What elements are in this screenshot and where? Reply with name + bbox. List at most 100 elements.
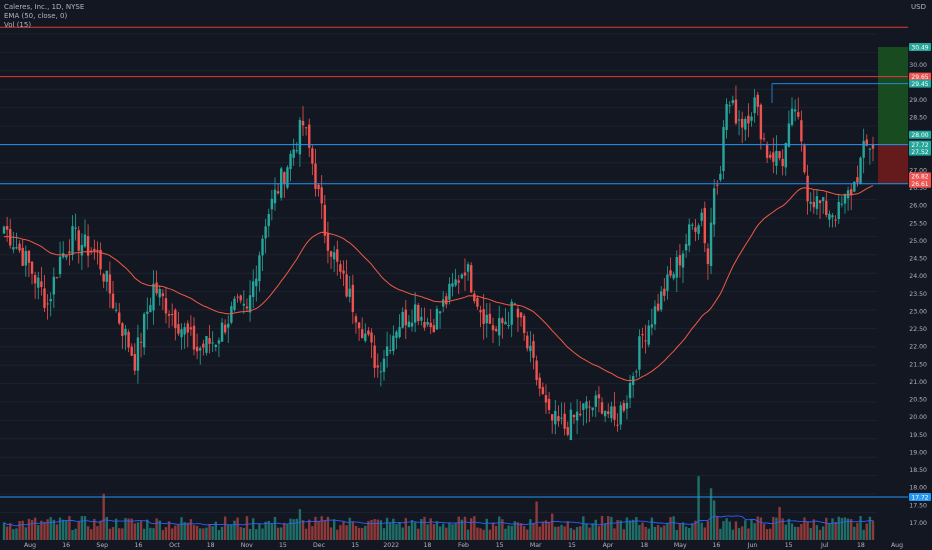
symbol-label[interactable]: Caleres, Inc., 1D, NYSE: [4, 3, 85, 11]
candle-body: [529, 345, 532, 352]
volume-bar: [149, 527, 152, 540]
volume-bar: [588, 527, 591, 540]
candle-body: [367, 330, 370, 335]
volume-bar: [607, 516, 610, 540]
volume-bar: [797, 526, 800, 540]
volume-bar: [504, 528, 507, 540]
volume-bar: [108, 528, 112, 540]
candle-body: [370, 332, 373, 343]
volume-bar: [747, 528, 750, 540]
price-tick-label: 20.50: [909, 397, 927, 404]
volume-bar: [688, 527, 691, 540]
candle-body: [666, 274, 669, 291]
volume-bar: [93, 518, 96, 540]
volume-bar: [429, 518, 432, 540]
volume-bar: [83, 516, 87, 540]
volume-bar: [865, 523, 868, 540]
volume-bar: [242, 528, 246, 540]
volume-bar: [65, 520, 68, 540]
candle-body: [261, 238, 264, 256]
target-zone: [878, 47, 908, 145]
candle-body: [579, 413, 582, 416]
candle-body: [594, 395, 597, 407]
candle-body: [538, 377, 541, 389]
volume-bar: [80, 516, 84, 540]
volume-bar: [675, 529, 678, 540]
candle-body: [719, 173, 722, 181]
candle-body: [273, 189, 277, 204]
candle-body: [323, 204, 327, 236]
time-tick-label: Feb: [458, 542, 469, 549]
candle-body: [466, 264, 470, 272]
volume-bar: [784, 524, 787, 540]
volume-bar: [283, 522, 286, 540]
price-label-box: [909, 179, 931, 188]
volume-bar: [775, 517, 778, 540]
price-tick-label: 29.00: [909, 97, 927, 104]
candle-body: [656, 303, 660, 311]
volume-bar: [326, 516, 330, 540]
price-label-box: [909, 147, 931, 156]
volume-bar: [211, 526, 214, 540]
volume-bar: [438, 526, 442, 540]
volume-bar: [5, 526, 9, 540]
candle-body: [600, 402, 604, 414]
price-label-text: 30.49: [911, 44, 928, 51]
volume-bar: [716, 516, 719, 540]
volume-bar: [712, 500, 716, 540]
volume-bar: [367, 520, 370, 540]
volume-bar: [488, 529, 492, 540]
volume-bar: [342, 521, 345, 540]
candle-body: [93, 248, 96, 252]
candle-body: [280, 168, 283, 198]
volume-bar: [280, 527, 283, 540]
time-tick-label: Jun: [747, 542, 758, 549]
candle-body: [762, 138, 766, 140]
candle-body: [684, 243, 688, 251]
candle-body: [681, 253, 685, 268]
volume-bar: [317, 520, 320, 540]
volume-bar: [560, 524, 563, 540]
volume-bar: [323, 520, 327, 540]
candle-body: [815, 196, 819, 209]
candle-body: [401, 312, 404, 328]
candle-body: [245, 306, 249, 309]
volume-bar: [167, 521, 171, 540]
candle-body: [177, 324, 180, 334]
candle-body: [420, 316, 423, 321]
candle-body: [326, 233, 330, 251]
candle-body: [286, 167, 289, 188]
volume-indicator-label[interactable]: Vol (15): [4, 21, 32, 29]
candle-body: [174, 309, 177, 329]
candle-body: [544, 395, 548, 403]
candle-body: [550, 414, 554, 421]
candle-body: [871, 144, 875, 149]
candle-body: [195, 346, 199, 352]
candle-body: [121, 323, 124, 336]
candle-body: [607, 411, 610, 414]
volume-bar: [828, 523, 831, 540]
candle-body: [364, 333, 367, 341]
candle-body: [479, 310, 482, 313]
volume-bar: [470, 518, 473, 540]
candle-body: [133, 354, 137, 371]
candle-body: [230, 306, 233, 323]
volume-bar: [594, 519, 597, 540]
candle-body: [248, 295, 252, 313]
volume-bar: [146, 519, 149, 540]
candle-body: [18, 243, 21, 251]
volume-bar: [74, 528, 77, 540]
candle-body: [167, 314, 171, 316]
ema-indicator-label[interactable]: EMA (50, close, 0): [4, 12, 68, 20]
price-label-text: 27.52: [911, 149, 928, 156]
candle-body: [473, 293, 476, 302]
volume-bar: [426, 524, 429, 540]
volume-bar: [164, 527, 168, 540]
price-tick-label: 24.00: [909, 273, 927, 280]
price-label-box: [909, 140, 931, 149]
volume-bar: [725, 518, 728, 540]
candle-body: [613, 406, 616, 420]
volume-bar: [376, 519, 379, 540]
candle-body: [192, 325, 196, 350]
